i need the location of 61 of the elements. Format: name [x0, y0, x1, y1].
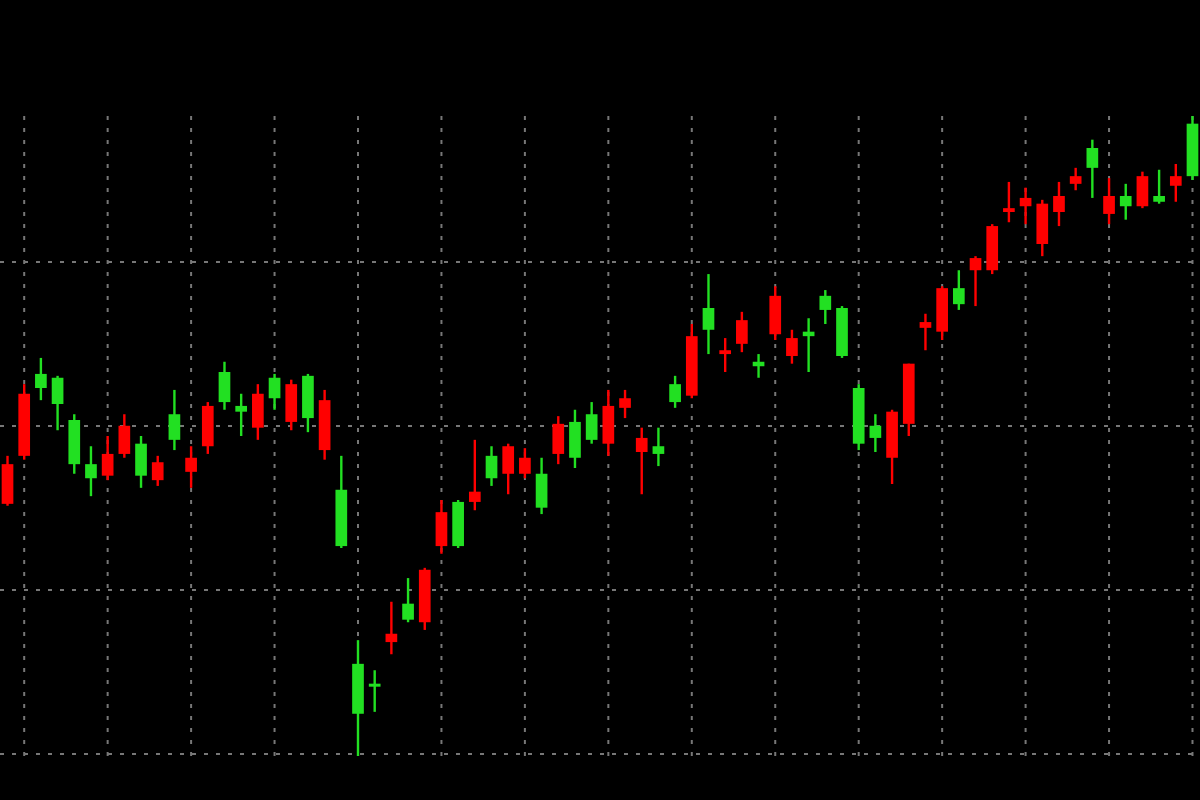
candlestick [1086, 138, 1099, 200]
candlestick [652, 426, 665, 468]
candlestick [635, 426, 648, 496]
candlestick [35, 356, 47, 402]
candlestick [385, 600, 398, 656]
candlestick [1, 454, 14, 507]
candlestick [151, 454, 164, 488]
candlestick [1019, 186, 1032, 226]
candlestick [252, 382, 264, 442]
candlestick [919, 312, 932, 352]
candlestick [786, 328, 798, 365]
candlestick [1103, 176, 1115, 226]
candlestick [68, 413, 81, 475]
candlestick [936, 285, 948, 342]
candlestick [886, 408, 898, 486]
candlestick [402, 576, 414, 624]
candlestick [235, 392, 248, 438]
candlestick [519, 446, 531, 480]
candlestick [952, 269, 965, 312]
candlestick [51, 374, 64, 432]
candlestick [218, 360, 231, 411]
candlestick [869, 413, 882, 454]
candlestick [185, 445, 197, 490]
candlestick [1036, 198, 1049, 258]
candlestick [85, 445, 97, 498]
candlestick [168, 388, 181, 452]
candlestick [1153, 168, 1165, 205]
candlestick [602, 388, 615, 458]
candlestick [485, 445, 498, 488]
candlestick [135, 434, 147, 490]
candlestick [969, 254, 982, 308]
candlestick [1003, 180, 1015, 224]
candlestick [736, 310, 748, 354]
candlestick [836, 304, 848, 360]
candlestick [552, 414, 565, 466]
candlestick [435, 498, 448, 555]
candlestick [569, 408, 581, 470]
candlestick [502, 442, 515, 496]
candlestick [1053, 180, 1065, 228]
candlestick [585, 400, 598, 445]
candlestick [101, 434, 114, 482]
candlestick [201, 400, 214, 456]
candlestick [986, 222, 999, 276]
candlestick [535, 456, 548, 516]
candlestick [769, 285, 782, 342]
candlestick [669, 374, 681, 410]
candlestick [1136, 170, 1149, 210]
candlestick [302, 372, 314, 434]
candlestick [1119, 182, 1132, 221]
candlestick [452, 498, 464, 550]
candlestick [1069, 166, 1082, 192]
candlestick [268, 372, 281, 411]
candlestick [619, 388, 631, 420]
candlestick [702, 272, 715, 356]
candlestick [1169, 162, 1182, 203]
candlestick [819, 288, 832, 326]
candlestick [118, 413, 131, 459]
candlestick [719, 336, 732, 374]
candlestick [468, 438, 481, 512]
candlestick [285, 378, 298, 432]
candlestick [368, 669, 381, 714]
